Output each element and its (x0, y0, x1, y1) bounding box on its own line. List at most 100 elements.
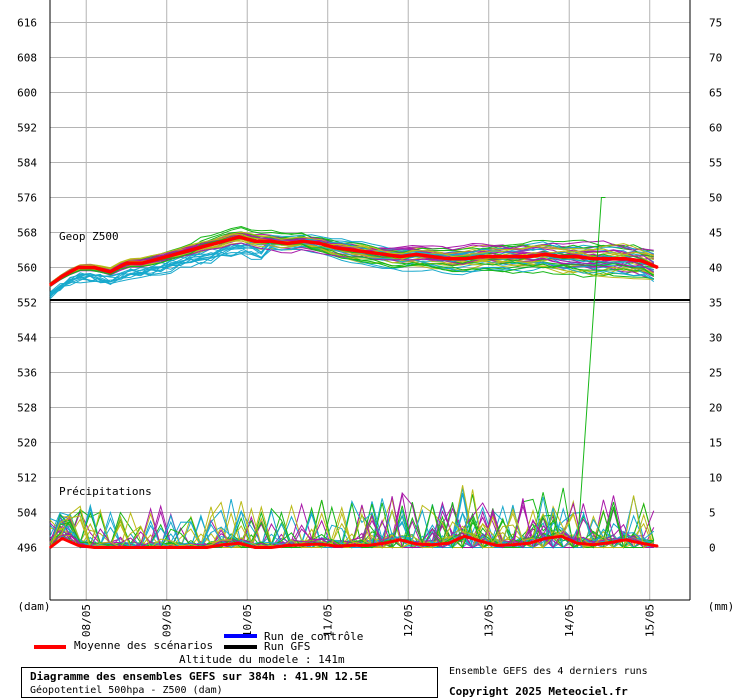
mean-z500-point (302, 240, 305, 243)
mean-precip-point (77, 544, 79, 547)
mean-z500-point (495, 255, 498, 258)
right-tick-40: 40 (709, 262, 722, 275)
chart-info-box: Diagramme des ensembles GEFS sur 384h : … (21, 667, 438, 698)
mean-precip-point (61, 537, 63, 540)
mean-z500-point (447, 257, 450, 260)
right-axis-unit: (mm) (708, 600, 735, 613)
ensemble-member-line (49, 242, 654, 287)
mean-z500-point (415, 253, 418, 256)
x-tick-14/05: 14/05 (563, 604, 576, 637)
mean-precip-point (302, 543, 305, 546)
ensemble-member-line (49, 242, 654, 297)
geop-z500-label: Geop Z500 (59, 230, 119, 243)
copyright: Copyright 2025 Meteociel.fr (449, 685, 628, 698)
ensemble-member-line (49, 234, 654, 294)
left-tick-568: 568 (17, 227, 37, 240)
left-tick-584: 584 (17, 157, 37, 170)
mean-z500-point (49, 284, 51, 286)
mean-precip-point (238, 542, 240, 545)
mean-precip-point (576, 542, 579, 545)
mean-z500-point (61, 275, 63, 278)
mean-z500-point (125, 262, 128, 264)
mean-z500-point (109, 271, 112, 273)
x-tick-13/05: 13/05 (483, 604, 496, 637)
mean-z500-point (640, 260, 643, 262)
mean-z500-point (560, 255, 562, 258)
mean-precip-point (383, 542, 385, 545)
legend-control-label: Run de contrôle (264, 630, 364, 643)
ensemble-member-line (49, 237, 655, 287)
mean-precip-point (254, 546, 257, 549)
legend-gfs-label: Run GFS (264, 640, 311, 653)
mean-precip-point (640, 542, 643, 545)
left-tick-600: 600 (17, 87, 37, 100)
mean-precip-point (367, 544, 369, 547)
legend-mean-label: Moyenne des scénarios (74, 639, 214, 652)
mean-precip-point (399, 539, 401, 541)
mean-z500-point (479, 255, 482, 258)
ensemble-member-line (49, 238, 654, 298)
mean-precip-point (512, 543, 514, 546)
right-tick-75: 75 (709, 17, 722, 30)
left-tick-616: 616 (17, 17, 37, 30)
mean-precip-point (415, 543, 418, 545)
mean-precip-point (334, 545, 337, 547)
mean-precip-point (318, 543, 321, 545)
mean-z500-point (190, 249, 192, 251)
right-tick-20: 20 (709, 402, 722, 415)
mean-precip-point (495, 544, 498, 547)
altitude-label: Altitude du modele : 141m (179, 653, 345, 666)
mean-precip-point (624, 539, 627, 541)
right-tick-60: 60 (709, 122, 722, 135)
mean-precip-point (109, 546, 112, 549)
right-tick-50: 50 (709, 192, 722, 205)
mean-precip-point (528, 542, 530, 545)
x-tick-09/05: 09/05 (161, 604, 174, 637)
left-tick-576: 576 (17, 192, 37, 205)
right-tick-15: 15 (709, 437, 722, 450)
mean-z500-point (254, 240, 257, 243)
left-tick-592: 592 (17, 122, 37, 135)
left-tick-552: 552 (17, 297, 37, 310)
mean-z500-point (157, 257, 160, 260)
mean-z500-point (383, 253, 385, 256)
left-tick-544: 544 (17, 332, 37, 345)
mean-z500-point (512, 255, 514, 258)
x-tick-08/05: 08/05 (80, 604, 93, 637)
mean-z500-point (544, 253, 546, 256)
mean-precip-point (608, 541, 611, 544)
mean-z500-point (608, 257, 611, 260)
mean-precip-point (49, 546, 51, 549)
mean-z500-point (463, 257, 466, 260)
mean-precip-point (157, 546, 160, 549)
ensemble-member-line (49, 238, 654, 288)
mean-z500-point (238, 236, 240, 238)
left-tick-528: 528 (17, 402, 37, 415)
ensemble-info: Ensemble GEFS des 4 derniers runs (449, 666, 648, 677)
mean-precip-point (206, 546, 208, 549)
right-tick-5: 5 (709, 507, 716, 520)
left-tick-536: 536 (17, 367, 37, 380)
precip-outlier-line (576, 197, 606, 548)
precipitations-label: Précipitations (59, 485, 152, 498)
legend-control-swatch (224, 634, 257, 638)
mean-z500-point (222, 240, 224, 243)
x-tick-15/05: 15/05 (644, 604, 657, 637)
mean-z500-point (318, 242, 321, 245)
right-tick-70: 70 (709, 52, 722, 65)
mean-precip-point (190, 546, 192, 549)
ensemble-member-line (49, 225, 654, 284)
mean-precip-point (286, 544, 289, 547)
mean-precip-point (447, 542, 450, 545)
mean-z500-point (431, 255, 434, 258)
left-tick-496: 496 (17, 542, 37, 555)
right-tick-45: 45 (709, 227, 722, 240)
mean-precip-point (560, 535, 562, 538)
mean-z500-point (270, 240, 273, 243)
mean-precip-point (222, 543, 224, 546)
precip-member-line (49, 496, 655, 549)
mean-precip-point (544, 537, 546, 540)
mean-z500-point (173, 253, 176, 256)
x-tick-10/05: 10/05 (241, 604, 254, 637)
